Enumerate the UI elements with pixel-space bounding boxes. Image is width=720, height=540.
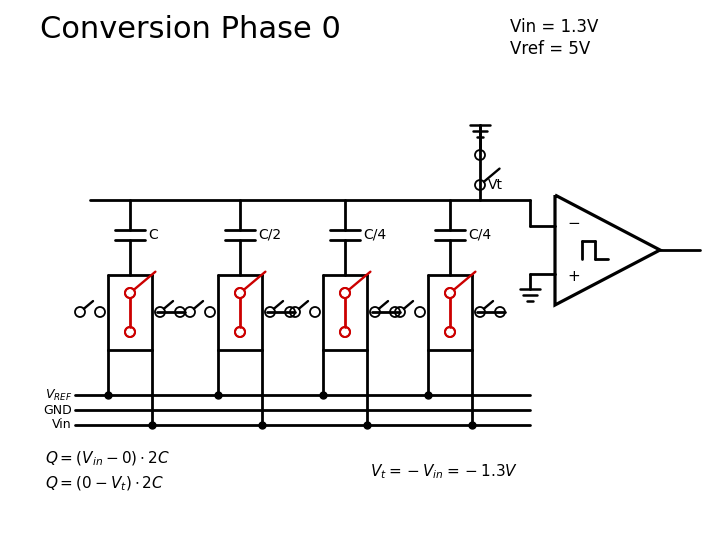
Text: +: + xyxy=(567,269,580,284)
Text: Vt: Vt xyxy=(488,178,503,192)
Text: Conversion Phase 0: Conversion Phase 0 xyxy=(40,15,341,44)
Text: C/4: C/4 xyxy=(363,228,386,242)
Text: $V_t = -V_{in} = -1.3V$: $V_t = -V_{in} = -1.3V$ xyxy=(370,462,518,481)
Text: C: C xyxy=(148,228,158,242)
Text: −: − xyxy=(567,217,580,231)
Text: $V_{REF}$: $V_{REF}$ xyxy=(45,388,72,402)
Text: Vin: Vin xyxy=(53,418,72,431)
Text: GND: GND xyxy=(43,403,72,416)
Text: C/4: C/4 xyxy=(468,228,491,242)
Text: Vref = 5V: Vref = 5V xyxy=(510,40,590,58)
Text: C/2: C/2 xyxy=(258,228,281,242)
Text: Vin = 1.3V: Vin = 1.3V xyxy=(510,18,598,36)
Text: $Q=(0-V_t)\cdot 2C$: $Q=(0-V_t)\cdot 2C$ xyxy=(45,475,164,494)
Text: $Q=(V_{in}-0)\cdot 2C$: $Q=(V_{in}-0)\cdot 2C$ xyxy=(45,450,170,468)
